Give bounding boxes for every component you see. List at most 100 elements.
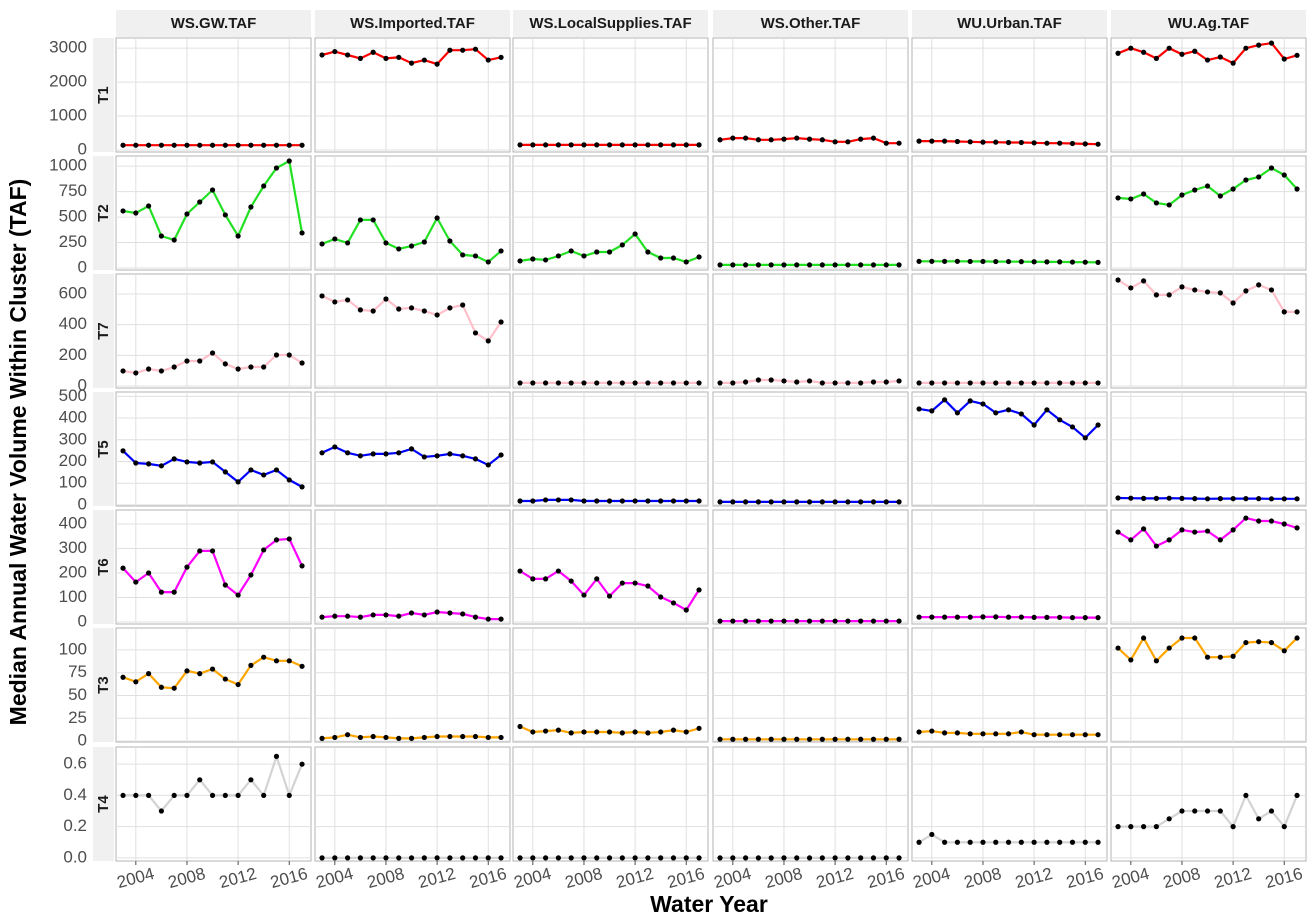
point bbox=[858, 618, 864, 624]
point bbox=[299, 563, 305, 569]
x-tick-label: 2016 bbox=[268, 864, 309, 892]
point bbox=[929, 408, 935, 414]
point bbox=[670, 727, 677, 733]
x-tick-label: 2008 bbox=[365, 864, 406, 892]
point bbox=[498, 319, 504, 325]
point bbox=[171, 792, 177, 799]
point bbox=[967, 731, 973, 737]
point bbox=[517, 258, 523, 264]
point bbox=[670, 142, 677, 148]
point bbox=[396, 613, 402, 619]
point bbox=[273, 658, 280, 664]
point bbox=[606, 380, 613, 386]
point bbox=[555, 380, 561, 386]
point bbox=[345, 52, 351, 58]
point bbox=[370, 733, 376, 740]
point bbox=[717, 499, 723, 505]
point bbox=[806, 499, 813, 505]
y-tick-label: 75 bbox=[68, 662, 87, 681]
point bbox=[619, 580, 625, 586]
point bbox=[743, 499, 749, 505]
point bbox=[929, 614, 935, 620]
point bbox=[942, 258, 948, 264]
point bbox=[568, 497, 574, 503]
point bbox=[370, 451, 376, 457]
point bbox=[845, 618, 851, 624]
point bbox=[1204, 528, 1211, 534]
point bbox=[332, 236, 338, 242]
point bbox=[1018, 729, 1024, 735]
point bbox=[447, 610, 453, 616]
point bbox=[568, 380, 574, 386]
point bbox=[606, 593, 613, 599]
point bbox=[460, 733, 466, 740]
point bbox=[1268, 40, 1275, 46]
point bbox=[568, 142, 574, 148]
point bbox=[498, 855, 504, 861]
point bbox=[1005, 839, 1012, 845]
point bbox=[993, 731, 999, 737]
point bbox=[794, 736, 800, 742]
point bbox=[696, 380, 702, 386]
x-tick-label: 2012 bbox=[416, 864, 457, 892]
point bbox=[460, 611, 466, 617]
point bbox=[197, 199, 203, 205]
point bbox=[1153, 55, 1159, 61]
point bbox=[319, 450, 325, 456]
point bbox=[568, 248, 574, 254]
point bbox=[396, 54, 402, 60]
point bbox=[273, 753, 280, 759]
column-label: WU.Urban.TAF bbox=[957, 15, 1062, 32]
point bbox=[530, 498, 536, 504]
point bbox=[916, 138, 922, 144]
point bbox=[1095, 615, 1101, 621]
point bbox=[1179, 495, 1185, 501]
point bbox=[717, 736, 723, 742]
point bbox=[235, 233, 241, 239]
point bbox=[319, 241, 325, 247]
point bbox=[345, 732, 351, 738]
point bbox=[942, 380, 948, 386]
point bbox=[133, 370, 139, 376]
point bbox=[332, 734, 338, 741]
point bbox=[408, 243, 415, 249]
point bbox=[1268, 165, 1275, 171]
point bbox=[158, 589, 164, 595]
point bbox=[1128, 537, 1134, 543]
point bbox=[184, 358, 190, 364]
point bbox=[1192, 635, 1198, 641]
point bbox=[883, 499, 889, 505]
point bbox=[184, 459, 190, 465]
point bbox=[1082, 839, 1088, 845]
point bbox=[645, 498, 651, 504]
point bbox=[967, 839, 973, 845]
point bbox=[606, 142, 613, 148]
point bbox=[717, 380, 723, 386]
y-tick-label: 0 bbox=[78, 612, 87, 631]
point bbox=[1115, 529, 1121, 535]
panel bbox=[115, 37, 312, 153]
point bbox=[286, 158, 292, 164]
panel bbox=[314, 155, 511, 271]
point bbox=[555, 497, 561, 503]
point bbox=[683, 855, 689, 861]
point bbox=[1044, 839, 1050, 845]
row-label: T1 bbox=[95, 86, 112, 104]
point bbox=[1005, 407, 1012, 413]
point bbox=[581, 142, 587, 148]
point bbox=[993, 410, 999, 416]
point bbox=[870, 262, 877, 268]
point bbox=[1294, 309, 1300, 315]
point bbox=[954, 258, 960, 264]
point bbox=[1057, 614, 1063, 620]
point bbox=[1179, 51, 1185, 57]
point bbox=[942, 138, 948, 144]
y-tick-label: 100 bbox=[59, 587, 87, 606]
point bbox=[472, 46, 479, 52]
point bbox=[1268, 496, 1275, 502]
point bbox=[993, 614, 999, 620]
point bbox=[717, 137, 723, 143]
point bbox=[319, 293, 325, 299]
point bbox=[235, 681, 241, 688]
point bbox=[543, 257, 549, 263]
